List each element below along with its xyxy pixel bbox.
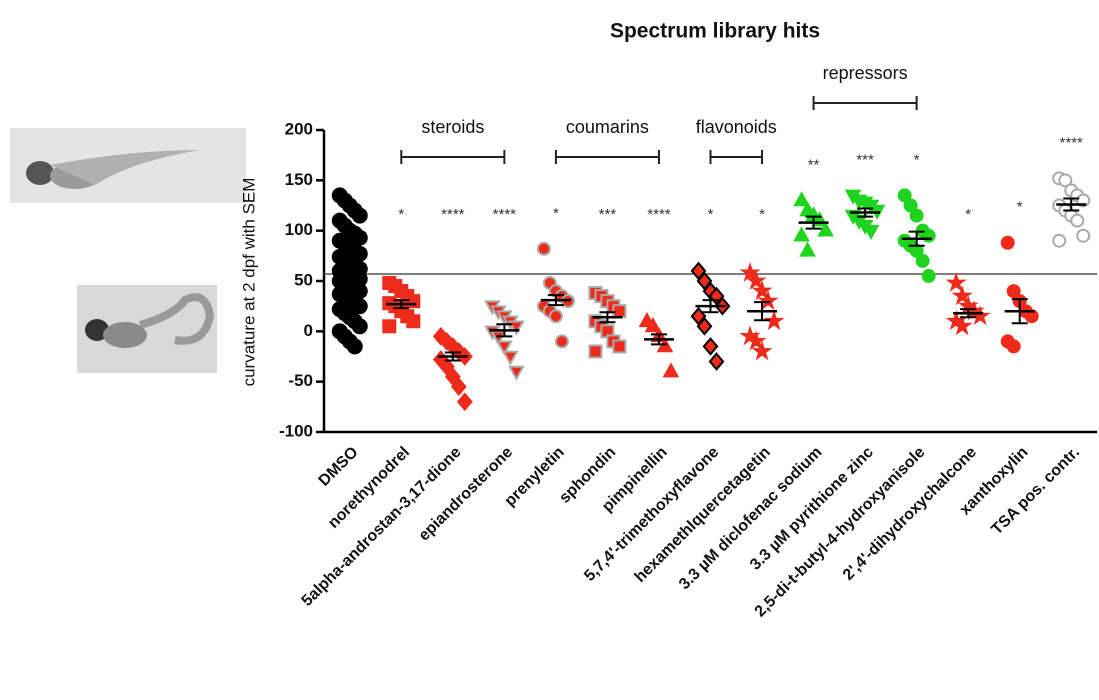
significance-label: * <box>1017 199 1023 216</box>
group-label: steroids <box>421 117 484 137</box>
data-point <box>496 340 513 356</box>
y-tick-label: 150 <box>285 170 313 189</box>
data-point <box>951 285 973 306</box>
data-point <box>438 357 455 376</box>
y-axis-label: curvature at 2 dpf with SEM <box>239 178 258 387</box>
data-point <box>382 319 397 334</box>
significance-label: *** <box>856 151 874 168</box>
significance-label: * <box>398 206 404 223</box>
y-tick-label: 200 <box>285 119 313 138</box>
y-tick-label: -50 <box>288 371 313 390</box>
data-point <box>915 253 930 268</box>
data-point <box>450 377 467 397</box>
data-point <box>751 340 773 361</box>
x-tick-label: epiandrosterone <box>416 444 517 545</box>
significance-label: **** <box>493 206 517 223</box>
y-tick-label: 50 <box>294 270 313 289</box>
fish-image-curved <box>77 285 217 373</box>
data-point <box>1006 284 1021 299</box>
data-point <box>502 350 519 366</box>
data-point <box>612 339 627 354</box>
data-point <box>739 261 761 282</box>
y-tick-label: -100 <box>279 421 313 440</box>
data-point <box>921 268 936 283</box>
significance-label: *** <box>599 206 617 223</box>
data-point <box>690 261 707 281</box>
group-label: flavonoids <box>696 117 777 137</box>
data-point <box>644 317 662 333</box>
data-point <box>702 337 719 356</box>
data-point <box>588 344 603 359</box>
data-point <box>1076 228 1091 243</box>
y-tick-label: 0 <box>304 321 313 340</box>
data-point <box>456 392 473 412</box>
data-point <box>945 272 967 292</box>
significance-label: **** <box>441 206 465 223</box>
significance-label: * <box>553 205 559 222</box>
data-point <box>406 314 421 329</box>
data-point <box>763 310 785 331</box>
data-point <box>745 269 767 290</box>
data-point <box>745 330 767 351</box>
significance-label: * <box>759 206 765 223</box>
data-point <box>554 334 569 349</box>
fish-image-straight <box>10 128 246 203</box>
data-point <box>909 208 924 223</box>
data-point <box>1070 213 1085 228</box>
data-point <box>903 198 918 213</box>
data-point <box>612 304 627 319</box>
data-point <box>351 298 368 315</box>
data-point <box>757 290 779 311</box>
data-point <box>862 224 880 240</box>
data-point <box>751 280 773 300</box>
significance-label: ** <box>808 156 820 173</box>
data-point <box>508 365 525 381</box>
data-point <box>708 352 725 371</box>
significance-label: * <box>965 206 971 223</box>
data-point <box>817 221 834 237</box>
significance-label: **** <box>1060 134 1084 151</box>
data-point <box>793 191 810 207</box>
data-point <box>346 338 363 355</box>
data-point <box>1052 233 1067 248</box>
significance-label: **** <box>647 206 671 223</box>
chart-title: Spectrum library hits <box>610 20 820 43</box>
data-point <box>548 309 563 324</box>
data-point <box>438 332 455 351</box>
data-point <box>444 367 461 386</box>
group-label: coumarins <box>566 117 649 137</box>
data-point <box>696 316 713 336</box>
data-point <box>799 241 816 257</box>
data-point <box>662 362 680 378</box>
data-point <box>951 315 973 336</box>
data-point <box>536 241 551 256</box>
data-point <box>508 320 525 336</box>
data-point <box>690 306 707 326</box>
y-tick-label: 100 <box>285 220 313 239</box>
group-label: repressors <box>823 63 908 83</box>
x-tick-label: DMSO <box>316 444 362 490</box>
data-point <box>1006 339 1021 354</box>
data-point <box>351 318 368 335</box>
x-tick-label: TSA pos. contr. <box>988 444 1083 539</box>
data-point <box>696 271 713 291</box>
data-point <box>793 226 810 242</box>
data-point <box>897 188 912 203</box>
significance-label: * <box>708 206 714 223</box>
data-point <box>1000 235 1015 250</box>
significance-label: * <box>914 151 920 168</box>
data-point <box>351 207 368 224</box>
data-point <box>1058 173 1073 188</box>
